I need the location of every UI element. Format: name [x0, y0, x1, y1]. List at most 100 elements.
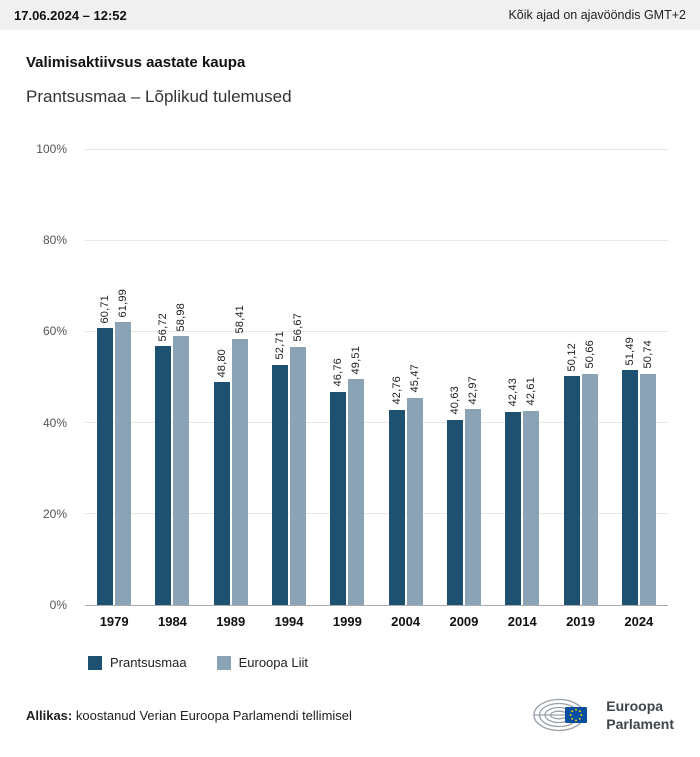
y-tick-label: 20%	[42, 506, 67, 521]
bar-column: 56,67	[290, 149, 307, 605]
bar-column: 42,97	[464, 149, 481, 605]
bar-group-2024: 51,49 50,74	[610, 149, 668, 605]
bar-value-label: 56,67	[292, 313, 305, 342]
bar-prantsusmaa-1999[interactable]	[330, 391, 347, 605]
bar-value-label: 52,71	[274, 331, 287, 360]
bar-column: 42,43	[505, 149, 522, 605]
bar-euroopa-liit-1979[interactable]	[115, 322, 132, 605]
bar-value-label: 46,76	[332, 358, 345, 387]
bar-value-label: 58,98	[175, 302, 188, 332]
chart-subtitle: Prantsusmaa – Lõplikud tulemused	[26, 87, 292, 106]
bar-column: 58,41	[231, 149, 248, 605]
bar-group-2014: 42,43 42,61	[493, 149, 551, 605]
bar-column: 56,72	[155, 149, 172, 605]
bar-column: 51,49	[621, 149, 638, 605]
bar-value-label: 48,80	[215, 348, 228, 378]
gridline	[85, 330, 668, 332]
bar-prantsusmaa-1979[interactable]	[97, 328, 114, 605]
bar-groups: 60,71 61,99 56,72 58,98 48,80 58,41 52,71 56,67…	[85, 149, 668, 605]
chart-legend: Prantsusmaa Euroopa Liit	[88, 655, 700, 670]
bar-euroopa-liit-1999[interactable]	[348, 379, 365, 605]
bar-prantsusmaa-2024[interactable]	[621, 370, 638, 605]
bar-column: 52,71	[272, 149, 289, 605]
gridline	[85, 604, 668, 606]
bar-value-label: 49,51	[350, 345, 363, 375]
bar-group-2009: 40,63 42,97	[435, 149, 493, 605]
gridline	[85, 422, 668, 424]
y-tick-label: 80%	[42, 233, 67, 248]
bar-prantsusmaa-2019[interactable]	[563, 376, 580, 605]
legend-item-euroopa-liit[interactable]: Euroopa Liit	[216, 655, 308, 670]
y-tick-label: 100%	[36, 142, 67, 156]
bar-group-1984: 56,72 58,98	[143, 149, 201, 605]
bar-prantsusmaa-2009[interactable]	[446, 419, 463, 605]
x-axis: 1979 1984 1989 1994 1999 2004 2009 2014 2019 2024	[85, 614, 668, 629]
bar-prantsusmaa-1989[interactable]	[213, 382, 230, 605]
bar-value-label: 61,99	[117, 288, 130, 318]
gridline	[85, 239, 668, 241]
y-tick-label: 60%	[42, 324, 67, 339]
y-tick-label: 40%	[42, 415, 67, 430]
x-tick-label-2024: 2024	[624, 614, 654, 629]
y-axis: 0% 20% 40% 60% 80% 100%	[0, 142, 85, 612]
x-tick-label-2004: 2004	[391, 614, 421, 629]
title-block: Valimisaktiivsus aastate kaupa Prantsusm…	[0, 30, 700, 107]
bar-euroopa-liit-2004[interactable]	[406, 397, 423, 605]
bar-value-label: 50,74	[641, 340, 654, 369]
bar-column: 49,51	[348, 149, 365, 605]
bar-column: 42,61	[523, 149, 540, 605]
source-label: Allikas:	[26, 707, 73, 723]
bar-column: 40,63	[446, 149, 463, 605]
bar-chart: 0% 20% 40% 60% 80% 100% 60,71 61,99 56,72 58,98 4…	[0, 142, 668, 629]
bar-euroopa-liit-1994[interactable]	[290, 346, 307, 605]
x-tick-label-1989: 1989	[216, 614, 246, 629]
ep-logo-line2: Parlament	[606, 716, 674, 732]
x-tick-label-2019: 2019	[566, 614, 595, 629]
ep-logo-text: Euroopa Parlament	[606, 697, 674, 733]
bar-column: 45,47	[406, 149, 423, 605]
bar-euroopa-liit-1989[interactable]	[231, 338, 248, 605]
bar-column: 50,74	[639, 149, 656, 605]
bar-column: 58,98	[173, 149, 190, 605]
bar-prantsusmaa-2014[interactable]	[505, 411, 522, 605]
chart-title: Valimisaktiivsus aastate kaupa	[26, 54, 246, 71]
bar-prantsusmaa-1994[interactable]	[272, 364, 289, 605]
bar-group-1979: 60,71 61,99	[85, 149, 143, 605]
ep-logo-mark	[533, 698, 588, 732]
x-tick-label-1984: 1984	[157, 614, 187, 629]
bar-column: 50,66	[581, 149, 598, 605]
eu-flag-stars	[569, 708, 583, 722]
eu-flag	[565, 707, 588, 723]
header-timezone-note: Kõik ajad on ajavööndis GMT+2	[508, 8, 686, 22]
x-tick-label-1979: 1979	[99, 614, 129, 629]
bar-column: 61,99	[115, 149, 132, 605]
bar-value-label: 58,41	[233, 305, 246, 334]
gridline	[85, 148, 668, 150]
x-tick-label-1999: 1999	[332, 614, 362, 629]
legend-label: Euroopa Liit	[238, 655, 308, 670]
bar-group-1999: 46,76 49,51	[318, 149, 376, 605]
bar-column: 50,12	[563, 149, 580, 605]
x-tick-label-1994: 1994	[274, 614, 304, 629]
legend-item-prantsusmaa[interactable]: Prantsusmaa	[88, 655, 187, 670]
gridline	[85, 513, 668, 515]
bar-euroopa-liit-2024[interactable]	[639, 373, 656, 605]
footer: Allikas: koostanud Verian Euroopa Parlam…	[0, 670, 700, 738]
bar-value-label: 42,61	[525, 377, 538, 406]
bar-euroopa-liit-2019[interactable]	[581, 374, 598, 605]
bar-column: 46,76	[330, 149, 347, 605]
bar-prantsusmaa-2004[interactable]	[388, 410, 405, 605]
bar-value-label: 42,43	[507, 378, 520, 407]
bar-value-label: 50,66	[583, 340, 596, 369]
bar-euroopa-liit-1984[interactable]	[173, 336, 190, 605]
legend-label: Prantsusmaa	[110, 655, 187, 670]
bar-value-label: 42,97	[466, 375, 479, 405]
source-note: Allikas: koostanud Verian Euroopa Parlam…	[26, 708, 352, 723]
bar-value-label: 56,72	[157, 312, 170, 342]
plot-area: 60,71 61,99 56,72 58,98 48,80 58,41 52,71 56,67…	[85, 148, 668, 606]
bar-column: 48,80	[213, 149, 230, 605]
bar-euroopa-liit-2014[interactable]	[523, 410, 540, 605]
bar-euroopa-liit-2009[interactable]	[464, 409, 481, 605]
bar-value-label: 60,71	[99, 294, 112, 324]
bar-prantsusmaa-1984[interactable]	[155, 346, 172, 605]
